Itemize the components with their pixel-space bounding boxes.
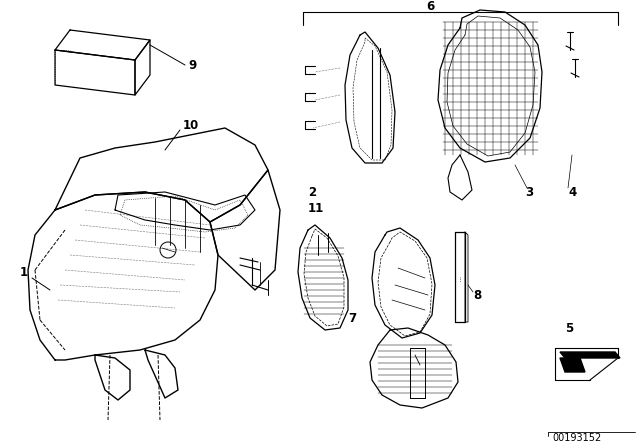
Polygon shape — [560, 352, 620, 358]
Text: 5: 5 — [565, 322, 573, 335]
Text: 8: 8 — [473, 289, 481, 302]
Text: 6: 6 — [426, 0, 434, 13]
Text: 9: 9 — [188, 59, 196, 72]
Polygon shape — [560, 358, 585, 372]
Text: 10: 10 — [183, 119, 199, 132]
Text: 3: 3 — [525, 185, 533, 198]
Text: 1: 1 — [20, 266, 28, 279]
Text: 2: 2 — [308, 185, 316, 198]
Text: 7: 7 — [348, 311, 356, 324]
Text: 11: 11 — [308, 202, 324, 215]
Text: 4: 4 — [568, 185, 576, 198]
Text: 00193152: 00193152 — [552, 433, 601, 443]
